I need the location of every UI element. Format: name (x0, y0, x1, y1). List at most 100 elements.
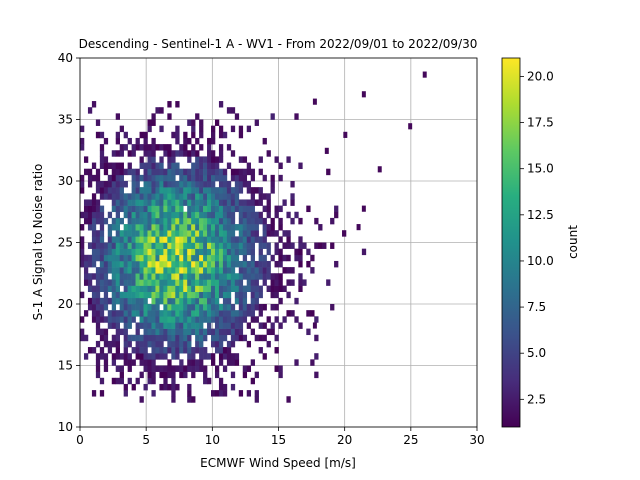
heatmap-cell (95, 291, 101, 299)
heatmap-cell (119, 174, 124, 182)
heatmap-cell (135, 322, 140, 329)
heatmap-cell (250, 260, 255, 268)
heatmap-cell (139, 248, 144, 256)
heatmap-cell (187, 181, 192, 188)
heatmap-cell (250, 297, 255, 305)
heatmap-cell (127, 230, 132, 237)
colorbar-tick-label: 20.0 (527, 69, 554, 83)
heatmap-cell (87, 279, 93, 286)
heatmap-cell (107, 211, 113, 219)
heatmap-cell (151, 377, 156, 385)
heatmap-cell (203, 248, 208, 256)
heatmap-cell (95, 174, 101, 182)
heatmap-cell (183, 322, 188, 329)
heatmap-cell (111, 236, 117, 243)
heatmap-cell (286, 396, 291, 403)
heatmap-cell (123, 322, 128, 329)
heatmap-cell (222, 217, 228, 225)
heatmap-cell (159, 328, 164, 336)
heatmap-cell (131, 291, 136, 299)
heatmap-cell (199, 119, 204, 126)
heatmap-cell (151, 267, 156, 274)
colorbar-ticks: 2.55.07.510.012.515.017.520.0 (520, 69, 554, 406)
heatmap-cell (203, 217, 208, 225)
heatmap-cell (163, 254, 168, 262)
heatmap-cell (203, 267, 208, 274)
heatmap-cell (131, 230, 136, 237)
heatmap-cell (199, 328, 204, 336)
heatmap-cell (211, 267, 216, 274)
heatmap-cell (234, 242, 240, 249)
heatmap-cell (151, 291, 156, 299)
heatmap-cell (238, 174, 244, 182)
heatmap-cell (183, 168, 188, 176)
heatmap-cell (187, 297, 192, 305)
heatmap-cell (111, 242, 117, 249)
heatmap-cell (191, 328, 196, 336)
heatmap-cell (290, 199, 295, 206)
heatmap-cell (99, 273, 105, 280)
heatmap-cell (99, 193, 105, 200)
heatmap-cell (135, 137, 140, 145)
heatmap-cell (191, 131, 196, 139)
heatmap-cell (171, 322, 176, 329)
heatmap-cell (111, 304, 117, 311)
heatmap-cell (139, 230, 144, 237)
heatmap-cell (131, 205, 136, 213)
heatmap-cell (199, 224, 204, 231)
heatmap-cell (127, 310, 132, 317)
heatmap-cell (119, 150, 124, 157)
heatmap-cell (151, 390, 156, 397)
heatmap-cell (191, 353, 196, 360)
heatmap-cell (179, 242, 184, 249)
heatmap-cell (127, 273, 132, 280)
heatmap-cell (179, 322, 184, 329)
heatmap-cell (175, 187, 180, 194)
heatmap-cell (262, 267, 267, 274)
heatmap-cell (310, 267, 315, 274)
heatmap-cell (135, 211, 140, 219)
heatmap-cell (203, 193, 208, 200)
heatmap-cell (207, 377, 212, 385)
heatmap-cell (214, 291, 220, 299)
heatmap-cell (163, 377, 168, 385)
heatmap-cell (266, 248, 271, 256)
heatmap-cell (234, 279, 240, 286)
heatmap-cell (151, 187, 156, 194)
heatmap-cell (230, 267, 236, 274)
heatmap-cell (183, 297, 188, 305)
heatmap-cell (83, 199, 89, 206)
heatmap-cell (230, 199, 236, 206)
heatmap-cell (183, 328, 188, 336)
heatmap-cell (95, 316, 101, 323)
heatmap-cell (119, 279, 124, 286)
heatmap-cell (80, 334, 85, 342)
heatmap-cell (250, 316, 255, 323)
heatmap-cell (207, 297, 212, 305)
heatmap-cell (195, 156, 200, 163)
heatmap-cell (147, 224, 152, 231)
heatmap-cell (179, 181, 184, 188)
heatmap-cell (203, 162, 208, 169)
heatmap-cell (163, 304, 168, 311)
heatmap-cell (222, 304, 228, 311)
heatmap-cell (155, 297, 160, 305)
heatmap-cell (131, 273, 136, 280)
heatmap-cell (111, 168, 117, 176)
heatmap-cell (214, 230, 220, 237)
heatmap-cell (203, 316, 208, 323)
heatmap-cell (87, 242, 93, 249)
heatmap-cell (258, 211, 263, 219)
heatmap-cell (234, 193, 240, 200)
heatmap-cell (175, 273, 180, 280)
heatmap-cell (199, 359, 204, 366)
heatmap-cell (167, 328, 172, 336)
heatmap-cell (175, 224, 180, 231)
heatmap-cell (199, 304, 204, 311)
heatmap-cell (191, 125, 196, 133)
heatmap-cell (274, 316, 279, 323)
heatmap-cell (266, 150, 271, 157)
heatmap-cell (242, 224, 248, 231)
heatmap-cell (262, 322, 267, 329)
heatmap-cell (230, 168, 236, 176)
